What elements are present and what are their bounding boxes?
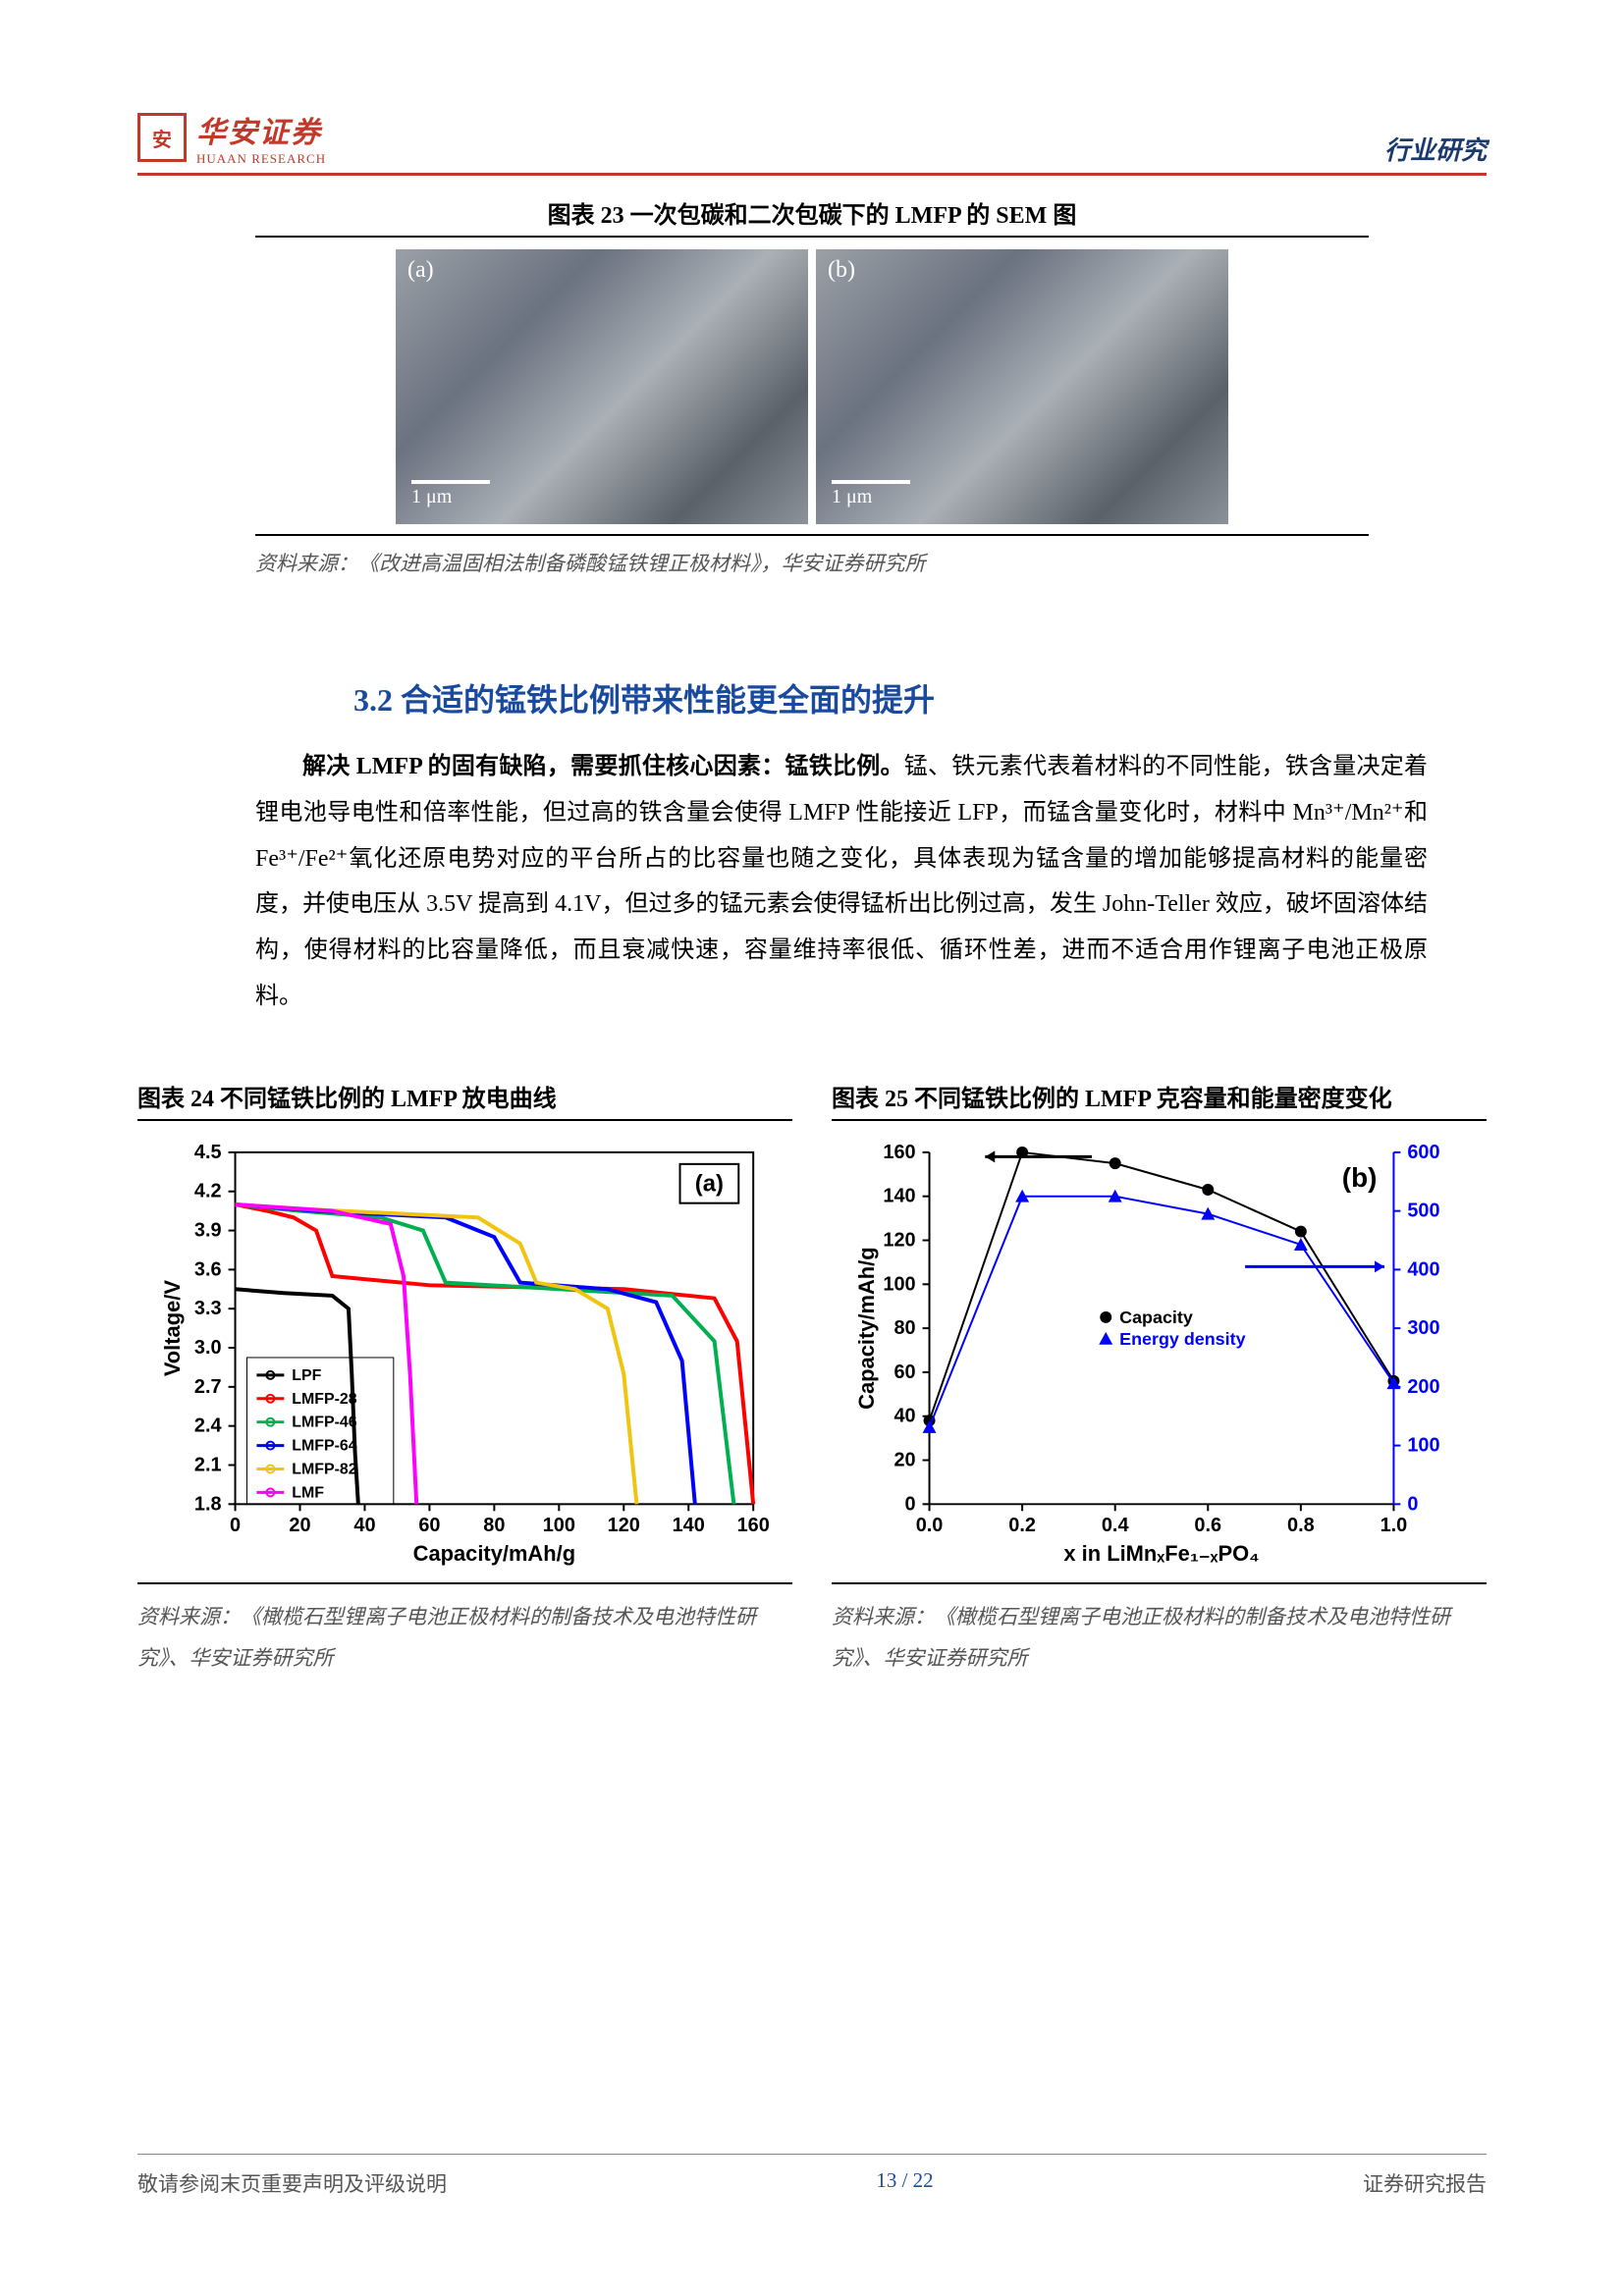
svg-text:80: 80	[483, 1515, 505, 1536]
footer-page: 13 / 22	[876, 2168, 933, 2198]
svg-text:0.2: 0.2	[1008, 1515, 1036, 1536]
body-rest: 锰、铁元素代表着材料的不同性能，铁含量决定着锂电池导电性和倍率性能，但过高的铁含…	[255, 754, 1428, 1009]
sem-image-b: (b) 1 μm	[816, 249, 1228, 524]
svg-text:0.4: 0.4	[1102, 1515, 1129, 1536]
sem-label-a: (a)	[407, 257, 434, 284]
svg-text:Capacity/mAh/g: Capacity/mAh/g	[413, 1541, 575, 1566]
svg-text:Capacity: Capacity	[1119, 1308, 1193, 1327]
svg-text:1.0: 1.0	[1380, 1515, 1408, 1536]
svg-text:80: 80	[893, 1317, 915, 1339]
svg-text:40: 40	[353, 1515, 375, 1536]
body-lead: 解决 LMFP 的固有缺陷，需要抓住核心因素：锰铁比例。	[302, 754, 904, 779]
fig25-column: 图表 25 不同锰铁比例的 LMFP 克容量和能量密度变化 0.0 0.2 0.4 0…	[832, 1079, 1487, 1679]
footer-right: 证券研究报告	[1363, 2168, 1487, 2198]
svg-text:LMFP-28: LMFP-28	[292, 1391, 356, 1408]
svg-text:600: 600	[1407, 1142, 1439, 1163]
svg-text:0: 0	[230, 1515, 241, 1536]
svg-text:LMFP-64: LMFP-64	[292, 1437, 356, 1454]
svg-text:x in LiMnₓFe₁₋ₓPO₄: x in LiMnₓFe₁₋ₓPO₄	[1063, 1541, 1259, 1566]
svg-text:3.9: 3.9	[194, 1219, 222, 1241]
svg-text:160: 160	[737, 1515, 770, 1536]
svg-text:3.6: 3.6	[194, 1258, 222, 1280]
section-title: 3.2 合适的锰铁比例带来性能更全面的提升	[353, 675, 1487, 721]
fig23-source: 资料来源：《改进高温固相法制备磷酸锰铁锂正极材料》，华安证券研究所	[255, 548, 1369, 577]
svg-text:20: 20	[893, 1449, 915, 1470]
svg-text:100: 100	[883, 1273, 915, 1295]
page-header: 安 华安证券 HUAAN RESEARCH 行业研究	[137, 108, 1487, 176]
fig25-title: 图表 25 不同锰铁比例的 LMFP 克容量和能量密度变化	[832, 1079, 1487, 1121]
sem-image-row: (a) 1 μm (b) 1 μm	[255, 249, 1369, 524]
svg-text:200: 200	[1407, 1376, 1439, 1398]
svg-text:0: 0	[905, 1493, 916, 1515]
svg-text:4.5: 4.5	[194, 1142, 222, 1163]
sem-scale-b: 1 μm	[832, 480, 910, 508]
svg-text:4.2: 4.2	[194, 1180, 222, 1201]
svg-text:Capacity/mAh/g: Capacity/mAh/g	[854, 1247, 879, 1409]
svg-text:LPF: LPF	[292, 1367, 321, 1384]
svg-text:300: 300	[1407, 1317, 1439, 1339]
fig24-source: 资料来源：《橄榄石型锂离子电池正极材料的制备技术及电池特性研究》、华安证券研究所	[137, 1596, 792, 1679]
svg-text:2.7: 2.7	[194, 1376, 222, 1398]
logo-icon: 安	[137, 113, 187, 162]
svg-text:120: 120	[608, 1515, 640, 1536]
logo-en: HUAAN RESEARCH	[196, 151, 326, 167]
sem-label-b: (b)	[828, 257, 855, 284]
svg-text:140: 140	[883, 1185, 915, 1206]
svg-text:0.6: 0.6	[1194, 1515, 1221, 1536]
page-footer: 敬请参阅末页重要声明及评级说明 13 / 22 证券研究报告	[137, 2154, 1487, 2198]
svg-text:LMFP-46: LMFP-46	[292, 1414, 356, 1430]
fig24-column: 图表 24 不同锰铁比例的 LMFP 放电曲线 0 20 40 60 80 100 120 1…	[137, 1079, 792, 1679]
svg-text:100: 100	[543, 1515, 575, 1536]
fig25-source: 资料来源：《橄榄石型锂离子电池正极材料的制备技术及电池特性研究》、华安证券研究所	[832, 1596, 1487, 1679]
svg-text:140: 140	[673, 1515, 705, 1536]
svg-text:1.8: 1.8	[194, 1493, 222, 1515]
svg-text:60: 60	[893, 1362, 915, 1383]
svg-text:0: 0	[1407, 1493, 1418, 1515]
svg-text:3.3: 3.3	[194, 1298, 222, 1319]
svg-text:LMF: LMF	[292, 1484, 324, 1501]
logo-cn: 华安证券	[196, 108, 326, 151]
svg-text:Energy density: Energy density	[1119, 1329, 1245, 1349]
svg-text:100: 100	[1407, 1434, 1439, 1456]
svg-text:(b): (b)	[1342, 1162, 1378, 1193]
svg-text:(a): (a)	[695, 1171, 724, 1198]
svg-text:400: 400	[1407, 1258, 1439, 1280]
sem-image-a: (a) 1 μm	[396, 249, 808, 524]
svg-text:120: 120	[883, 1229, 915, 1251]
footer-left: 敬请参阅末页重要声明及评级说明	[137, 2168, 447, 2198]
fig25-chart: 0.00.20.40.60.81.00204060801001201401600…	[832, 1133, 1487, 1573]
logo-block: 安 华安证券 HUAAN RESEARCH	[137, 108, 326, 167]
svg-text:0.0: 0.0	[916, 1515, 944, 1536]
svg-text:2.1: 2.1	[194, 1454, 222, 1475]
svg-text:3.0: 3.0	[194, 1337, 222, 1359]
svg-text:160: 160	[883, 1142, 915, 1163]
section-body: 解决 LMFP 的固有缺陷，需要抓住核心因素：锰铁比例。锰、铁元素代表着材料的不…	[255, 744, 1428, 1020]
svg-text:LMFP-82: LMFP-82	[292, 1461, 356, 1477]
svg-text:500: 500	[1407, 1200, 1439, 1221]
svg-text:Voltage/V: Voltage/V	[160, 1279, 185, 1376]
fig24-chart: 0 20 40 60 80 100 120 140 160 1.8 2.1 2.4 2.7 3.0 3.3 3…	[137, 1133, 792, 1573]
svg-text:40: 40	[893, 1405, 915, 1426]
svg-text:0.8: 0.8	[1287, 1515, 1315, 1536]
header-category: 行业研究	[1384, 131, 1487, 167]
svg-text:60: 60	[418, 1515, 440, 1536]
svg-text:20: 20	[289, 1515, 310, 1536]
svg-text:2.4: 2.4	[194, 1415, 222, 1436]
fig23-title: 图表 23 一次包碳和二次包碳下的 LMFP 的 SEM 图	[255, 195, 1369, 238]
fig24-title: 图表 24 不同锰铁比例的 LMFP 放电曲线	[137, 1079, 792, 1121]
sem-scale-a: 1 μm	[411, 480, 490, 508]
